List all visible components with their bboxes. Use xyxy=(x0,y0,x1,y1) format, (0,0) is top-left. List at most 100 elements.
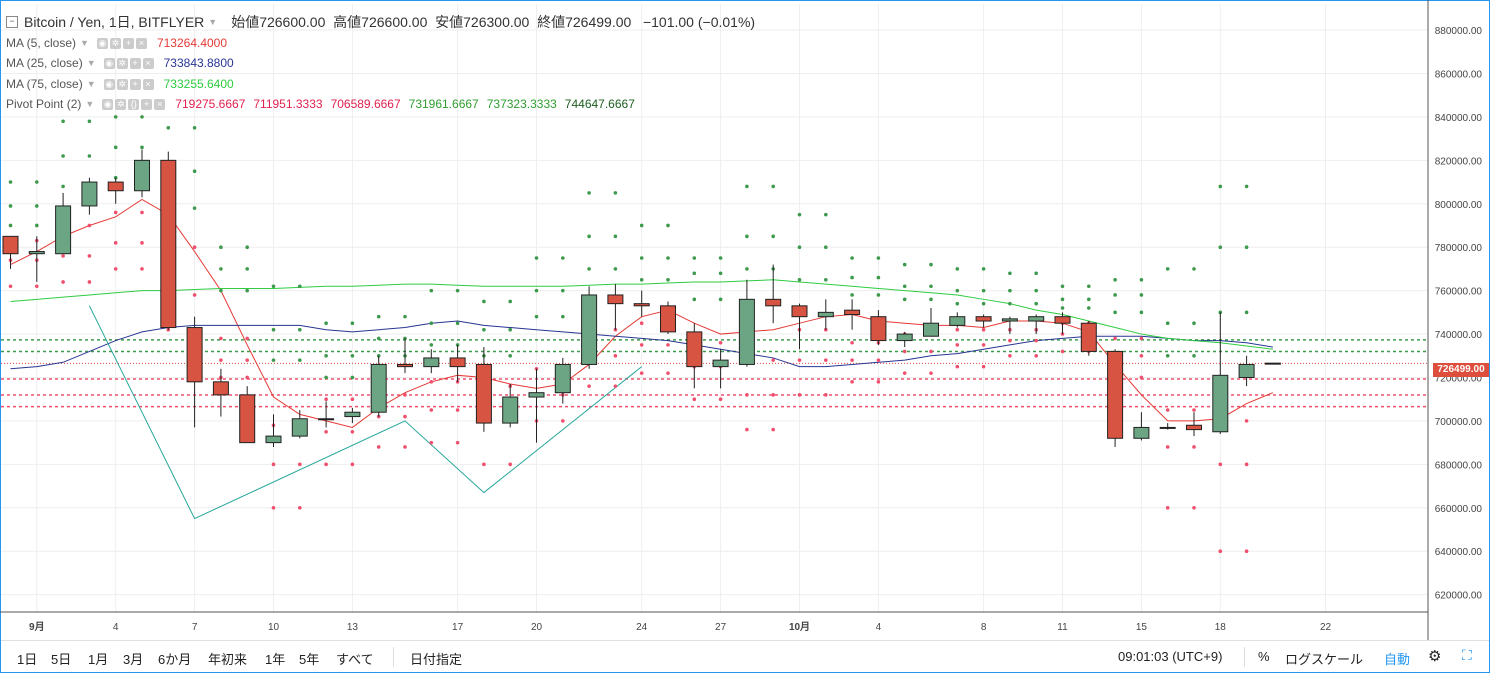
axes: 620000.00 640000.00 660000.00 680000.00 7000… xyxy=(0,0,1482,640)
gear-icon[interactable]: ✲ xyxy=(116,78,128,90)
indicator-ma75[interactable]: MA (75, close) ▼ ◉ ✲ + × 733255.6400 xyxy=(6,77,234,91)
bottom-toolbar: 1日 5日 1月 3月 6か月 年初来 1年 5年 すべて 日付指定 09:01… xyxy=(1,640,1489,673)
indicator-pivot[interactable]: Pivot Point (2) ▼ ◉ ✲{} + × 719275.6667 7119… xyxy=(6,97,635,111)
pivot-dot xyxy=(955,267,960,271)
pivot-dot xyxy=(587,234,591,239)
plus-icon[interactable]: + xyxy=(122,37,134,49)
candle-body xyxy=(896,333,913,342)
pivot-dot xyxy=(981,343,986,347)
fullscreen-icon[interactable]: ⛶ xyxy=(1462,647,1472,663)
close-icon[interactable]: × xyxy=(142,57,154,69)
pivot-dot xyxy=(403,414,407,419)
pivot-dot xyxy=(1244,462,1249,467)
pivot-dot xyxy=(1165,353,1170,358)
gear-icon[interactable]: ✲ xyxy=(109,37,121,49)
pivot-dot xyxy=(745,393,749,397)
pivot-dot xyxy=(219,288,223,293)
timeframe-6m[interactable]: 6か月 xyxy=(158,652,192,667)
braces-icon[interactable]: {} xyxy=(128,98,140,110)
pivot-dot xyxy=(902,371,907,375)
pivot-dot xyxy=(429,408,434,412)
pivot-dot xyxy=(1244,419,1249,423)
pivot-dot xyxy=(745,427,749,432)
timeframe-ytd[interactable]: 年初来 xyxy=(208,652,248,667)
candle-body xyxy=(712,359,729,368)
candles[interactable] xyxy=(2,149,1281,447)
pivot-dot xyxy=(1008,338,1012,343)
pivot-dot xyxy=(429,380,434,384)
timeframe-3m[interactable]: 3月 xyxy=(123,652,144,667)
symbol-dropdown-icon[interactable]: ▼ xyxy=(208,17,218,27)
date-range-button[interactable]: 日付指定 xyxy=(410,652,463,667)
chevron-down-icon[interactable]: ▼ xyxy=(85,99,95,109)
pivot-dot xyxy=(1244,549,1249,553)
chevron-down-icon[interactable]: ▼ xyxy=(86,58,96,68)
timeframe-all[interactable]: すべて xyxy=(336,652,374,667)
close-icon[interactable]: × xyxy=(135,37,147,49)
pivot-dot xyxy=(350,353,355,358)
pivot-dot xyxy=(850,256,854,260)
pivot-dot xyxy=(1165,321,1170,326)
candle-body xyxy=(28,251,45,255)
pivot-dot xyxy=(8,204,13,208)
pivot-dot xyxy=(324,375,328,380)
pivot-dot xyxy=(87,280,92,284)
plus-icon[interactable]: + xyxy=(129,57,141,69)
pivot-dot xyxy=(35,223,39,228)
pivot-dot xyxy=(850,340,854,345)
pivot-dot xyxy=(613,191,618,195)
percent-toggle[interactable]: % xyxy=(1258,649,1270,664)
pivot-dot xyxy=(876,293,881,297)
pivot-dot xyxy=(455,321,460,326)
pivot-dot xyxy=(113,210,118,215)
collapse-icon[interactable]: − xyxy=(6,16,18,28)
plus-icon[interactable]: + xyxy=(141,98,153,110)
eye-icon[interactable]: ◉ xyxy=(103,78,115,90)
chevron-down-icon[interactable]: ▼ xyxy=(86,79,96,89)
gear-icon[interactable]: ✲ xyxy=(115,98,127,110)
eye-icon[interactable]: ◉ xyxy=(102,98,114,110)
eye-icon[interactable]: ◉ xyxy=(96,37,108,49)
pivot-dot xyxy=(376,336,381,341)
gear-icon[interactable]: ⚙ xyxy=(1428,648,1442,665)
pivot-dot xyxy=(1244,184,1249,189)
close-icon[interactable]: × xyxy=(154,98,166,110)
eye-icon[interactable]: ◉ xyxy=(103,57,115,69)
pivot-dot xyxy=(1034,338,1038,343)
pivot-dot xyxy=(824,245,828,249)
candle-body xyxy=(581,294,598,365)
pivot-dot xyxy=(113,115,118,119)
pivot-dot xyxy=(1113,293,1117,297)
pivot-dot xyxy=(981,364,986,369)
pivot-dot xyxy=(613,267,618,271)
candle-body xyxy=(449,357,466,368)
auto-scale-toggle[interactable]: 自動 xyxy=(1384,652,1411,667)
pivot-dot xyxy=(1139,310,1144,315)
pivot-dot xyxy=(1034,271,1038,276)
timeframe-1m[interactable]: 1月 xyxy=(88,652,109,667)
pivot-dot xyxy=(929,349,933,354)
pivot-dot xyxy=(8,223,13,228)
candle-body xyxy=(107,181,124,192)
indicator-ma5[interactable]: MA (5, close) ▼ ◉ ✲ + × 713264.4000 xyxy=(6,36,227,50)
timeframe-1y[interactable]: 1年 xyxy=(265,652,286,667)
close-icon[interactable]: × xyxy=(142,78,154,90)
timeframe-5d[interactable]: 5日 xyxy=(51,652,72,667)
pivot-dot xyxy=(429,321,434,326)
indicator-ma25[interactable]: MA (25, close) ▼ ◉ ✲ + × 733843.8800 xyxy=(6,56,234,70)
pivot-dot xyxy=(929,284,933,289)
chevron-down-icon[interactable]: ▼ xyxy=(80,38,89,48)
timeframe-5y[interactable]: 5年 xyxy=(299,652,320,667)
pivot-dot xyxy=(718,340,723,345)
series-line xyxy=(10,320,1273,370)
candle-body xyxy=(1001,318,1018,322)
log-scale-toggle[interactable]: ログスケール xyxy=(1285,652,1364,667)
plus-icon[interactable]: + xyxy=(129,78,141,90)
gear-icon[interactable]: ✲ xyxy=(116,57,128,69)
symbol-title[interactable]: Bitcoin / Yen, 1日, BITFLYER xyxy=(24,14,205,30)
pivot-dot xyxy=(718,271,723,276)
x-tick-label: 13 xyxy=(347,622,359,633)
timeframe-1d[interactable]: 1日 xyxy=(17,652,38,667)
pivot-dot xyxy=(981,267,986,271)
